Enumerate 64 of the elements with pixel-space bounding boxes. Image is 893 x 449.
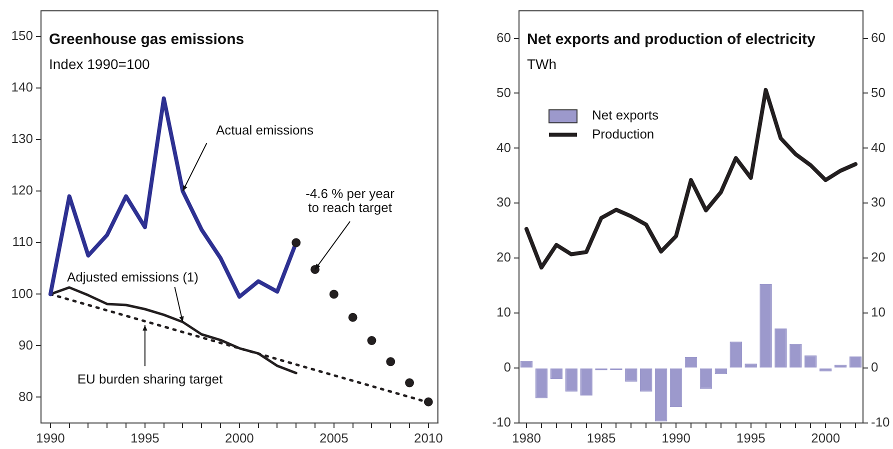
y2-tick-label: 40 [871, 140, 886, 155]
x-tick-label: 1985 [586, 430, 616, 446]
annotation: Actual emissions [216, 122, 314, 138]
x-tick-label: 2000 [224, 430, 254, 446]
point [292, 238, 301, 248]
y-tick-label: 10 [496, 304, 511, 320]
point [367, 336, 376, 346]
y2-tick-label: 20 [871, 250, 886, 265]
y-tick-label: 100 [11, 286, 33, 301]
y-tick-label: 0 [504, 360, 511, 375]
legend-label: Production [592, 126, 654, 142]
y2-tick-label: 10 [871, 304, 886, 320]
y-tick-label: 60 [496, 30, 511, 45]
y-tick-label: 90 [18, 337, 33, 352]
bar [774, 328, 787, 368]
y2-tick-label: 50 [871, 84, 886, 100]
y-tick-label: 120 [11, 182, 33, 198]
bar [640, 368, 652, 392]
y-tick-label: 20 [496, 250, 511, 265]
bar [700, 368, 712, 389]
y-tick-label: 80 [18, 388, 33, 404]
bar [714, 368, 728, 374]
annotation: EU burden sharing target [77, 372, 223, 387]
annotation: -4.6 % per year to reach target [306, 186, 396, 216]
y-tick-label: -10 [492, 414, 511, 430]
y-tick-label: 40 [496, 140, 511, 155]
point [405, 378, 414, 388]
point [329, 290, 338, 299]
y2-tick-label: 30 [871, 194, 886, 210]
bar [654, 368, 668, 422]
bar [670, 368, 682, 408]
bar [580, 368, 592, 396]
x-tick-label: 2005 [319, 430, 348, 446]
legend-label: Net exports [592, 107, 659, 122]
text: TWh [527, 56, 557, 72]
bar [520, 360, 533, 368]
text: Index 1990=100 [49, 56, 150, 72]
x-tick-label: 1980 [512, 430, 541, 446]
y-tick-label: 130 [11, 131, 33, 146]
text: Net exports and production of electricity [527, 30, 816, 48]
x-tick-label: 1990 [36, 430, 65, 446]
point [424, 397, 433, 406]
y-tick-label: 140 [11, 80, 33, 95]
x-tick-label: 1995 [130, 430, 160, 446]
bar [565, 368, 578, 392]
y-tick-label: 50 [496, 84, 511, 100]
y2-tick-label: -10 [871, 414, 890, 430]
x-tick-label: 2010 [414, 430, 443, 446]
annotation: Adjusted emissions (1) [66, 270, 198, 285]
point [348, 312, 358, 322]
text: Greenhouse gas emissions [49, 30, 244, 48]
y-tick-label: 30 [496, 194, 511, 210]
x-tick-label: 2000 [811, 430, 840, 446]
y2-tick-label: 60 [871, 30, 886, 45]
point [386, 357, 396, 366]
y2-tick-label: 0 [871, 360, 878, 375]
y-tick-label: 150 [11, 28, 33, 44]
x-tick-label: 1990 [662, 430, 691, 446]
bar [535, 368, 548, 398]
bar [760, 284, 772, 368]
y-tick-label: 110 [12, 234, 33, 250]
bar [790, 344, 802, 368]
bar [730, 342, 742, 368]
x-tick-label: 1995 [736, 430, 766, 446]
